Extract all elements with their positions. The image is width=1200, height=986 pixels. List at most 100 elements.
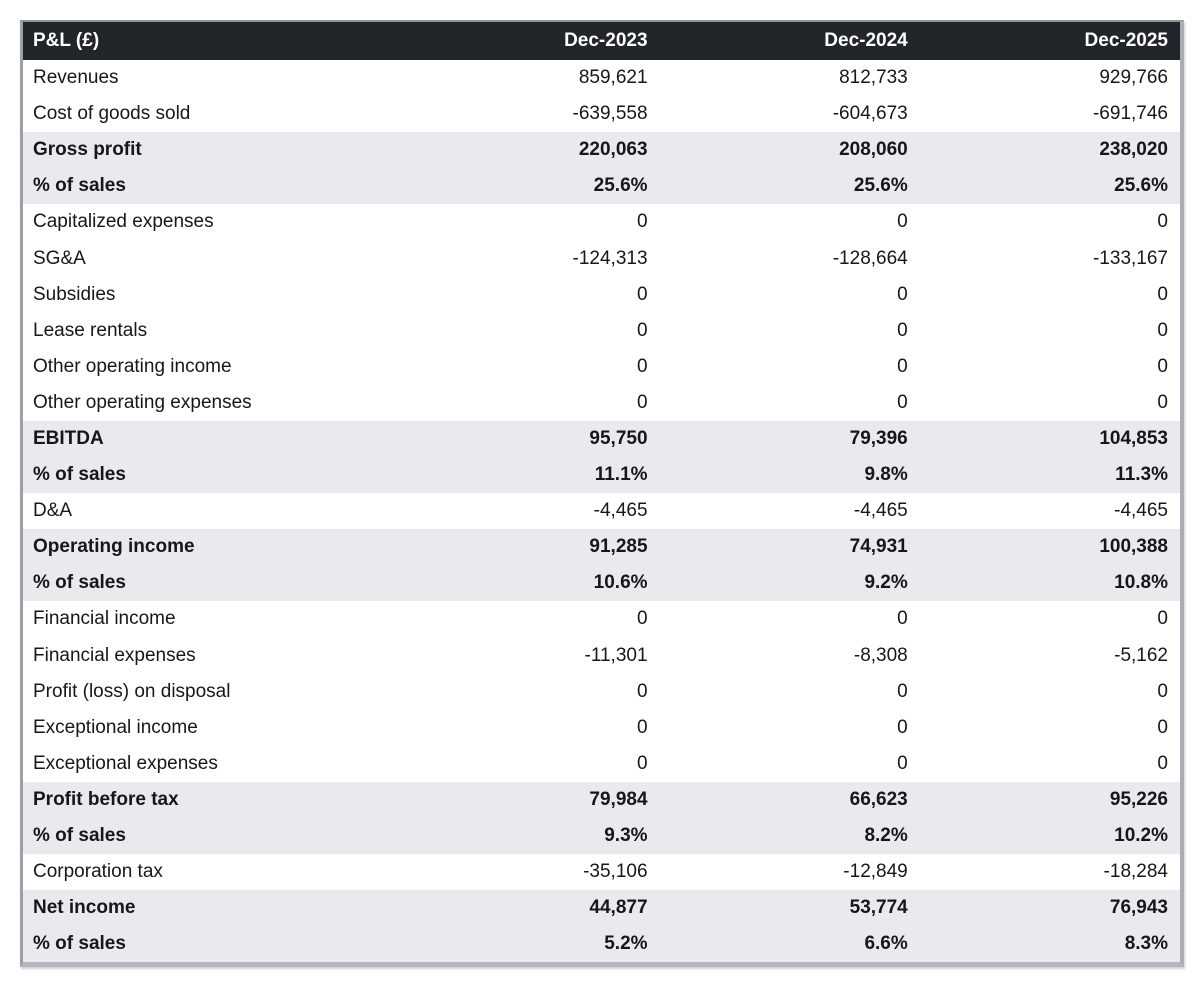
table-row: % of sales 25.6% 25.6% 25.6% <box>23 168 1180 205</box>
row-label: Exceptional expenses <box>23 745 400 782</box>
cell-value: 0 <box>919 312 1180 349</box>
cell-value: 11.1% <box>399 457 660 494</box>
cell-value: 25.6% <box>659 168 920 205</box>
table-row: D&A -4,465 -4,465 -4,465 <box>23 493 1180 530</box>
cell-value: 9.2% <box>659 565 920 602</box>
cell-value: -4,465 <box>919 493 1180 530</box>
pnl-table-grid: P&L (£) Dec-2023 Dec-2024 Dec-2025 Reven… <box>23 22 1180 963</box>
row-label: Profit before tax <box>23 781 400 818</box>
cell-value: 0 <box>919 745 1180 782</box>
table-row: Corporation tax -35,106 -12,849 -18,284 <box>23 854 1180 891</box>
cell-value: 0 <box>399 709 660 746</box>
cell-value: 5.2% <box>399 926 660 963</box>
cell-value: -11,301 <box>399 637 660 674</box>
cell-value: 0 <box>919 348 1180 385</box>
cell-value: -639,558 <box>399 96 660 133</box>
cell-value: 11.3% <box>919 457 1180 494</box>
table-row: Profit (loss) on disposal 0 0 0 <box>23 673 1180 710</box>
row-label: % of sales <box>23 565 400 602</box>
cell-value: 79,396 <box>659 420 920 458</box>
cell-value: -691,746 <box>919 96 1180 133</box>
cell-value: 0 <box>919 673 1180 710</box>
table-body: Revenues 859,621 812,733 929,766 Cost of goo… <box>23 60 1180 963</box>
table-row: % of sales 5.2% 6.6% 8.3% <box>23 926 1180 963</box>
row-label: Other operating income <box>23 348 400 385</box>
cell-value: 10.8% <box>919 565 1180 602</box>
row-label: Financial income <box>23 601 400 638</box>
cell-value: 25.6% <box>399 168 660 205</box>
row-label: Corporation tax <box>23 854 400 891</box>
cell-value: -124,313 <box>399 240 660 277</box>
cell-value: -12,849 <box>659 854 920 891</box>
cell-value: 0 <box>919 384 1180 421</box>
row-label: Exceptional income <box>23 709 400 746</box>
cell-value: 95,226 <box>919 781 1180 818</box>
cell-value: -4,465 <box>659 493 920 530</box>
cell-value: 79,984 <box>399 781 660 818</box>
row-label: Profit (loss) on disposal <box>23 673 400 710</box>
row-label: Capitalized expenses <box>23 204 400 241</box>
cell-value: 0 <box>659 384 920 421</box>
cell-value: 6.6% <box>659 926 920 963</box>
cell-value: 10.6% <box>399 565 660 602</box>
cell-value: 8.3% <box>919 926 1180 963</box>
cell-value: 10.2% <box>919 817 1180 855</box>
cell-value: 0 <box>399 601 660 638</box>
pnl-table: P&L (£) Dec-2023 Dec-2024 Dec-2025 Reven… <box>20 20 1184 968</box>
cell-value: 238,020 <box>919 132 1180 169</box>
cell-value: 25.6% <box>919 168 1180 205</box>
cell-value: 0 <box>399 204 660 241</box>
cell-value: 53,774 <box>659 890 920 927</box>
cell-value: 44,877 <box>399 890 660 927</box>
cell-value: -604,673 <box>659 96 920 133</box>
header-dec-2025: Dec-2025 <box>919 22 1180 60</box>
table-row: EBITDA 95,750 79,396 104,853 <box>23 420 1180 458</box>
cell-value: 91,285 <box>399 529 660 566</box>
row-label: Net income <box>23 890 400 927</box>
row-label: Gross profit <box>23 132 400 169</box>
table-row: Gross profit 220,063 208,060 238,020 <box>23 132 1180 169</box>
table-row: Other operating expenses 0 0 0 <box>23 384 1180 421</box>
row-label: % of sales <box>23 817 400 855</box>
cell-value: 0 <box>399 312 660 349</box>
row-label: % of sales <box>23 168 400 205</box>
table-row: Lease rentals 0 0 0 <box>23 312 1180 349</box>
row-label: Other operating expenses <box>23 384 400 421</box>
header-row: P&L (£) Dec-2023 Dec-2024 Dec-2025 <box>23 22 1180 60</box>
cell-value: 0 <box>919 601 1180 638</box>
cell-value: 0 <box>919 709 1180 746</box>
table-row: Exceptional income 0 0 0 <box>23 709 1180 746</box>
row-label: EBITDA <box>23 420 400 458</box>
cell-value: -128,664 <box>659 240 920 277</box>
row-label: Revenues <box>23 60 400 97</box>
row-label: Lease rentals <box>23 312 400 349</box>
cell-value: 929,766 <box>919 60 1180 97</box>
cell-value: 0 <box>399 276 660 313</box>
cell-value: 0 <box>399 745 660 782</box>
table-row: Revenues 859,621 812,733 929,766 <box>23 60 1180 97</box>
cell-value: 9.3% <box>399 817 660 855</box>
cell-value: 9.8% <box>659 457 920 494</box>
row-label: Subsidies <box>23 276 400 313</box>
cell-value: 859,621 <box>399 60 660 97</box>
cell-value: -18,284 <box>919 854 1180 891</box>
cell-value: 0 <box>659 709 920 746</box>
cell-value: 95,750 <box>399 420 660 458</box>
table-row: % of sales 11.1% 9.8% 11.3% <box>23 457 1180 494</box>
table-row: Operating income 91,285 74,931 100,388 <box>23 529 1180 566</box>
cell-value: 76,943 <box>919 890 1180 927</box>
cell-value: -4,465 <box>399 493 660 530</box>
cell-value: 812,733 <box>659 60 920 97</box>
table-row: Exceptional expenses 0 0 0 <box>23 745 1180 782</box>
header-pnl-title: P&L (£) <box>23 22 400 60</box>
table-row: Financial expenses -11,301 -8,308 -5,162 <box>23 637 1180 674</box>
row-label: Cost of goods sold <box>23 96 400 133</box>
table-row: % of sales 10.6% 9.2% 10.8% <box>23 565 1180 602</box>
cell-value: 0 <box>659 745 920 782</box>
table-row: Other operating income 0 0 0 <box>23 348 1180 385</box>
cell-value: 0 <box>659 204 920 241</box>
cell-value: 8.2% <box>659 817 920 855</box>
cell-value: -8,308 <box>659 637 920 674</box>
table-row: SG&A -124,313 -128,664 -133,167 <box>23 240 1180 277</box>
cell-value: 0 <box>399 348 660 385</box>
